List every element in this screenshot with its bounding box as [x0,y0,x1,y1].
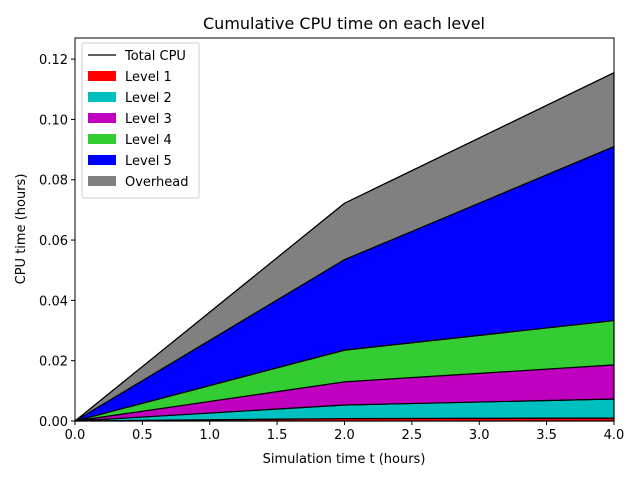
y-tick-label: 0.06 [39,234,68,249]
legend-label-overhead: Overhead [125,175,189,190]
y-tick-label: 0.00 [39,415,68,430]
legend-swatch-overhead [88,176,116,186]
plot-areas [74,72,615,422]
x-axis-label: Simulation time t (hours) [263,452,426,467]
x-tick-label: 2.5 [402,428,423,443]
y-tick-label: 0.08 [39,174,68,189]
legend-label-level-1: Level 1 [125,70,172,85]
x-tick-label: 1.0 [199,428,220,443]
legend-swatch-level-2 [88,92,116,102]
ticks: 0.0 0.5 1.0 1.5 2.0 2.5 3.0 3.5 4.0 0.00 0.02 0.04 0… [39,53,624,443]
x-tick-label: 1.5 [267,428,288,443]
x-tick-label: 0.5 [132,428,153,443]
legend-swatch-level-4 [88,134,116,144]
line-total-cpu [74,72,615,422]
x-tick-label: 3.5 [536,428,557,443]
x-tick-label: 4.0 [604,428,625,443]
x-tick-label: 0.0 [65,428,86,443]
legend-label-level-5: Level 5 [125,154,172,169]
legend: Total CPU Level 1 Level 2 Level 3 Level 4 Lev… [81,42,200,199]
chart-title: Cumulative CPU time on each level [203,14,485,33]
x-tick-label: 2.0 [334,428,355,443]
y-tick-label: 0.02 [39,355,68,370]
y-tick-label: 0.12 [39,53,68,68]
y-tick-label: 0.04 [39,294,68,309]
y-axis-label: CPU time (hours) [14,174,29,285]
x-tick-label: 3.0 [469,428,490,443]
legend-label-level-2: Level 2 [125,91,172,106]
legend-swatch-level-1 [88,71,116,81]
y-tick-label: 0.10 [39,113,68,128]
legend-label-level-3: Level 3 [125,112,172,127]
legend-label-total-cpu: Total CPU [124,49,186,64]
legend-swatch-level-3 [88,113,116,123]
legend-label-level-4: Level 4 [125,133,172,148]
legend-swatch-level-5 [88,155,116,165]
